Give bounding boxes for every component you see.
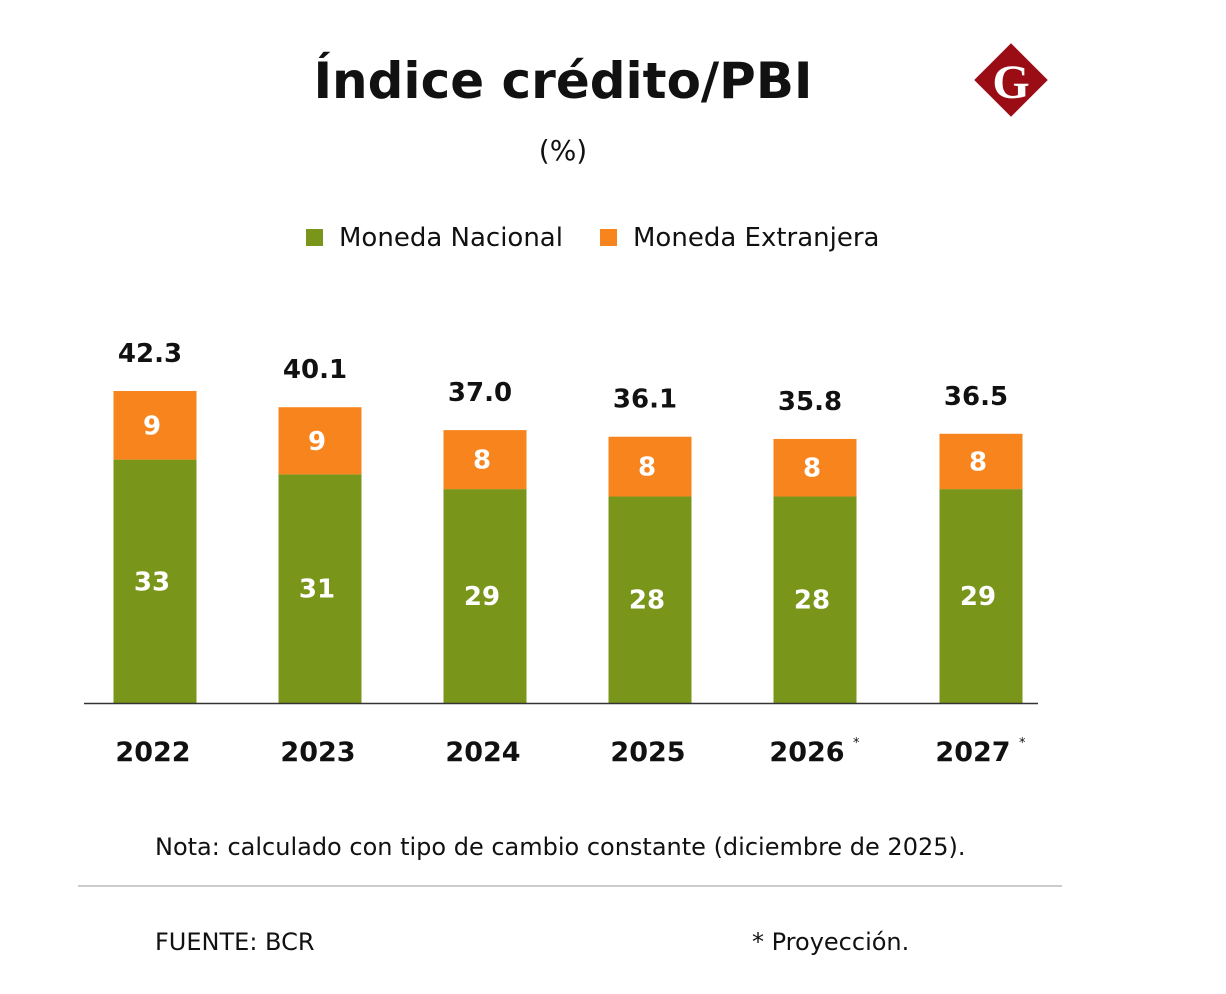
chart-title: Índice crédito/PBI [313,51,812,110]
x-tick-2022: 2022 [115,737,190,768]
x-tick-2026: 2026 [769,737,844,768]
logo-diamond [974,43,1048,117]
x-tick-2024: 2024 [445,737,520,768]
bar-nacional-2023 [278,474,362,703]
logo-letter: G [992,56,1029,109]
label-extranjera-2026: 8 [803,454,821,484]
legend: Moneda Nacional Moneda Extranjera [306,223,879,253]
bars: 33 9 42.3 2022 31 9 40.1 2023 29 8 37.0 2024 28 8 36.1… [113,339,1026,768]
bar-extranjera-2022 [113,391,197,460]
projection-marker-2027: * [1019,736,1026,751]
legend-label-extranjera: Moneda Extranjera [633,223,879,253]
bar-nacional-2027 [939,489,1023,703]
chart-note: Nota: calculado con tipo de cambio const… [155,833,966,861]
total-label-2024: 37.0 [448,378,512,408]
bar-nacional-2025 [608,496,692,703]
bar-extranjera-2025 [608,436,692,497]
bar-nacional-2022 [113,459,197,703]
chart-subtitle: (%) [539,134,587,167]
label-extranjera-2025: 8 [638,453,656,483]
label-extranjera-2022: 9 [143,411,161,441]
legend-swatch-extranjera [600,229,617,246]
source: FUENTE: BCR [155,928,315,956]
x-tick-2023: 2023 [280,737,355,768]
x-tick-2027: 2027 [935,737,1010,768]
bar-nacional-2024 [443,489,527,703]
bar-nacional-2026 [773,496,857,703]
total-label-2023: 40.1 [283,355,347,385]
total-label-2027: 36.5 [944,382,1008,412]
legend-swatch-nacional [306,229,323,246]
label-nacional-2025: 28 [629,586,665,616]
label-nacional-2024: 29 [464,582,500,612]
logo: G [974,43,1048,117]
bar-extranjera-2027 [939,433,1023,490]
legend-label-nacional: Moneda Nacional [339,223,563,253]
bar-extranjera-2026 [773,438,857,497]
label-nacional-2026: 28 [794,586,830,616]
label-extranjera-2024: 8 [473,446,491,476]
bar-extranjera-2023 [278,407,362,475]
label-nacional-2023: 31 [299,575,335,605]
label-extranjera-2027: 8 [969,447,987,477]
label-nacional-2022: 33 [134,567,170,597]
total-label-2026: 35.8 [778,387,842,417]
label-extranjera-2023: 9 [308,427,326,457]
total-label-2025: 36.1 [613,385,677,415]
label-nacional-2027: 29 [960,582,996,612]
bar-extranjera-2024 [443,430,527,490]
total-label-2022: 42.3 [118,339,182,369]
projection-marker-2026: * [853,736,860,751]
footnote: * Proyección. [752,928,909,956]
x-tick-2025: 2025 [610,737,685,768]
